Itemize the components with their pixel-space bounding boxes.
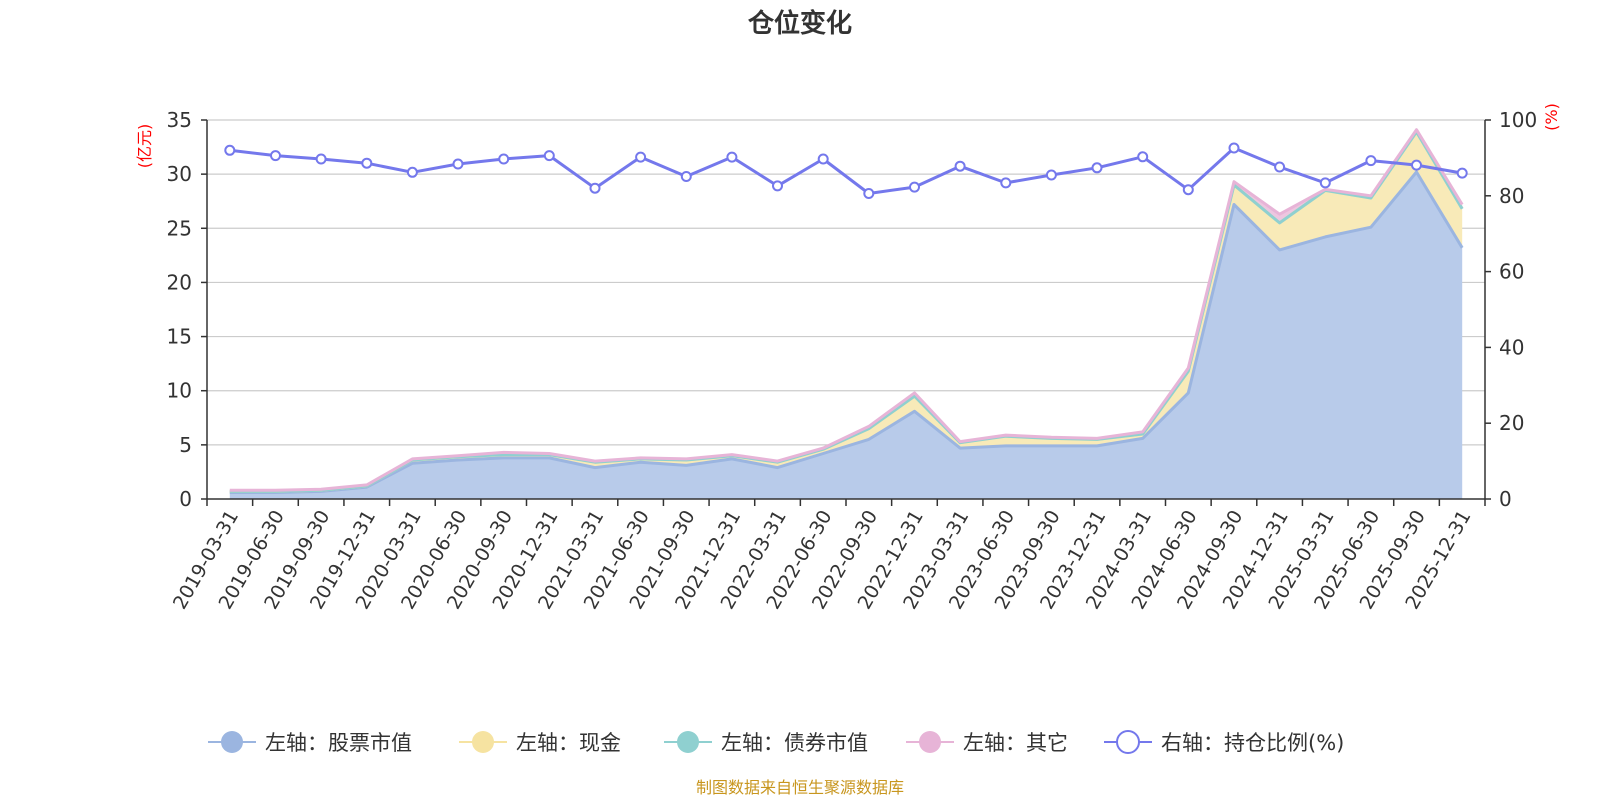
ratio-point bbox=[817, 153, 829, 165]
ratio-point bbox=[863, 188, 875, 199]
ratio-point bbox=[543, 150, 555, 162]
right-tick-label: 100 bbox=[1499, 108, 1537, 132]
legend-label: 右轴：持仓比例(%) bbox=[1161, 731, 1344, 755]
ratio-point bbox=[315, 153, 327, 165]
series-lines bbox=[229, 128, 1464, 494]
ratio-point bbox=[1411, 159, 1422, 171]
left-tick-label: 15 bbox=[167, 325, 192, 349]
right-tick-label: 20 bbox=[1499, 411, 1524, 435]
x-axis-labels: 2019-03-312019-06-302019-09-302019-12-31… bbox=[169, 507, 1476, 614]
area-1 bbox=[229, 172, 1463, 499]
ratio-point bbox=[1182, 184, 1194, 196]
legend-item: 左轴：债券市值 bbox=[664, 731, 868, 755]
chart-title: 仓位变化 bbox=[747, 8, 852, 39]
left-tick-label: 30 bbox=[167, 162, 192, 186]
left-tick-label: 10 bbox=[167, 379, 192, 403]
ratio-point bbox=[635, 151, 647, 163]
ratio-point bbox=[726, 151, 738, 163]
right-tick-label: 40 bbox=[1499, 335, 1524, 359]
left-tick-label: 0 bbox=[179, 487, 192, 511]
series-line-1 bbox=[229, 170, 1464, 494]
legend-marker bbox=[221, 731, 243, 753]
ratio-points bbox=[224, 142, 1468, 199]
left-tick-label: 5 bbox=[179, 433, 192, 457]
right-axis-unit: (%) bbox=[1542, 103, 1561, 131]
ratio-point bbox=[1091, 162, 1103, 174]
legend-marker bbox=[919, 731, 941, 753]
ratio-point bbox=[1365, 155, 1377, 167]
legend-label: 左轴：其它 bbox=[963, 731, 1068, 755]
legend-item: 左轴：股票市值 bbox=[208, 731, 412, 755]
axes: 0 5 10 15 20 25 30 35 0 20 40 60 80 100 bbox=[167, 108, 1538, 511]
right-tick-label: 60 bbox=[1499, 260, 1524, 284]
ratio-point bbox=[1000, 177, 1012, 189]
ratio-point bbox=[498, 153, 510, 165]
ratio-point bbox=[224, 144, 236, 156]
ratio-point bbox=[909, 181, 920, 193]
right-tick-label: 0 bbox=[1499, 487, 1512, 511]
data-source-note: 制图数据来自恒生聚源数据库 bbox=[696, 778, 904, 797]
ratio-point bbox=[954, 160, 966, 172]
ratio-point bbox=[361, 157, 373, 169]
legend-label: 左轴：现金 bbox=[516, 731, 621, 755]
ratio-point bbox=[680, 171, 692, 182]
legend-item: 左轴：其它 bbox=[906, 731, 1068, 755]
legend: 左轴：股票市值 左轴：现金 左轴：债券市值 左轴：其它 右轴：持仓比例(%) bbox=[208, 730, 1344, 755]
right-tick-label: 80 bbox=[1499, 184, 1524, 208]
ratio-point bbox=[452, 158, 464, 170]
ratio-point bbox=[1274, 161, 1286, 173]
left-tick-label: 20 bbox=[167, 270, 192, 294]
left-tick-label: 25 bbox=[167, 216, 192, 240]
left-tick-label: 35 bbox=[167, 108, 192, 132]
ratio-point bbox=[1456, 167, 1468, 179]
ratio-point bbox=[1319, 177, 1331, 189]
legend-label: 左轴：股票市值 bbox=[265, 731, 412, 755]
legend-marker bbox=[472, 731, 494, 753]
series-line-4 bbox=[229, 128, 1464, 492]
legend-marker bbox=[677, 731, 699, 753]
legend-label: 左轴：债券市值 bbox=[721, 731, 868, 755]
ratio-line bbox=[229, 146, 1463, 195]
ratio-point bbox=[589, 182, 601, 194]
ratio-point bbox=[1045, 169, 1057, 181]
stacked-areas bbox=[229, 129, 1463, 499]
ratio-point bbox=[772, 180, 783, 192]
legend-item: 右轴：持仓比例(%) bbox=[1104, 730, 1344, 755]
ratio-point bbox=[1228, 142, 1240, 154]
ratio-point bbox=[1137, 151, 1149, 163]
legend-item: 左轴：现金 bbox=[459, 731, 621, 755]
ratio-point bbox=[270, 150, 281, 162]
ratio-point bbox=[406, 166, 418, 178]
left-axis-unit: (亿元) bbox=[135, 124, 154, 169]
legend-marker bbox=[1116, 730, 1140, 754]
grid-lines bbox=[207, 119, 1485, 446]
